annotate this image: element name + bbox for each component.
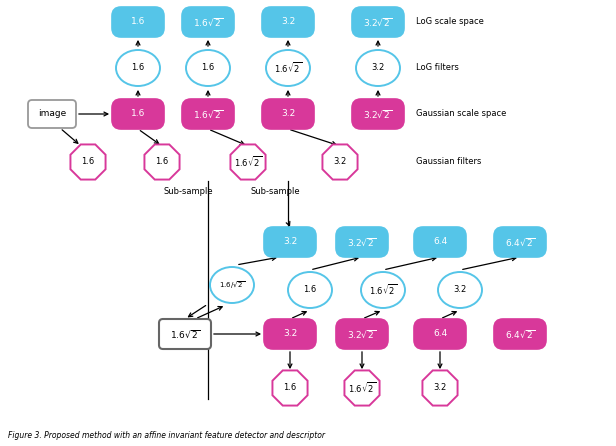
Text: $1.6/\sqrt{2}$: $1.6/\sqrt{2}$ (219, 279, 245, 291)
Text: 1.6: 1.6 (131, 17, 145, 26)
Text: $1.6\sqrt{2}$: $1.6\sqrt{2}$ (234, 155, 262, 169)
Text: Gaussian filters: Gaussian filters (416, 157, 481, 166)
Text: $3.2\sqrt{2}$: $3.2\sqrt{2}$ (363, 108, 393, 120)
FancyBboxPatch shape (494, 227, 546, 257)
Text: 3.2: 3.2 (281, 17, 295, 26)
Polygon shape (344, 371, 379, 405)
Text: Figure 3. Proposed method with an affine invariant feature detector and descript: Figure 3. Proposed method with an affine… (8, 430, 325, 439)
FancyBboxPatch shape (182, 7, 234, 37)
Text: $1.6\sqrt{2}$: $1.6\sqrt{2}$ (193, 16, 223, 28)
Text: 1.6: 1.6 (81, 157, 95, 166)
FancyBboxPatch shape (336, 227, 388, 257)
FancyBboxPatch shape (414, 319, 466, 349)
Ellipse shape (186, 50, 230, 86)
Text: 3.2: 3.2 (333, 157, 347, 166)
Text: 1.6: 1.6 (131, 63, 145, 73)
FancyBboxPatch shape (262, 7, 314, 37)
FancyBboxPatch shape (336, 319, 388, 349)
Text: $6.4\sqrt{2}$: $6.4\sqrt{2}$ (505, 328, 535, 340)
Ellipse shape (116, 50, 160, 86)
Text: 3.2: 3.2 (453, 285, 467, 294)
FancyBboxPatch shape (494, 319, 546, 349)
Text: 3.2: 3.2 (434, 384, 447, 392)
Text: 3.2: 3.2 (371, 63, 384, 73)
Text: LoG scale space: LoG scale space (416, 17, 484, 26)
FancyBboxPatch shape (352, 99, 404, 129)
Text: Sub-sample: Sub-sample (250, 187, 300, 197)
Text: 1.6: 1.6 (283, 384, 297, 392)
Text: 3.2: 3.2 (283, 330, 297, 339)
Text: $1.6\sqrt{2}$: $1.6\sqrt{2}$ (193, 108, 223, 120)
Text: 1.6: 1.6 (303, 285, 317, 294)
Text: Sub-sample: Sub-sample (163, 187, 213, 197)
Text: 3.2: 3.2 (283, 238, 297, 247)
Ellipse shape (438, 272, 482, 308)
FancyBboxPatch shape (414, 227, 466, 257)
Text: image: image (38, 110, 66, 119)
Text: $1.6\sqrt{2}$: $1.6\sqrt{2}$ (170, 328, 200, 340)
Text: $1.6\sqrt{2}$: $1.6\sqrt{2}$ (369, 283, 397, 297)
Polygon shape (144, 145, 179, 180)
Text: 3.2: 3.2 (281, 110, 295, 119)
Text: 1.6: 1.6 (201, 63, 214, 73)
Text: 1.6: 1.6 (131, 110, 145, 119)
FancyBboxPatch shape (182, 99, 234, 129)
Text: $1.6\sqrt{2}$: $1.6\sqrt{2}$ (274, 61, 302, 75)
FancyBboxPatch shape (262, 99, 314, 129)
Polygon shape (322, 145, 357, 180)
Ellipse shape (266, 50, 310, 86)
Ellipse shape (361, 272, 405, 308)
Text: LoG filters: LoG filters (416, 63, 459, 73)
Text: $3.2\sqrt{2}$: $3.2\sqrt{2}$ (347, 236, 377, 248)
Text: 1.6: 1.6 (155, 157, 169, 166)
Text: $6.4\sqrt{2}$: $6.4\sqrt{2}$ (505, 236, 535, 248)
Polygon shape (423, 371, 458, 405)
Text: 6.4: 6.4 (433, 238, 447, 247)
Polygon shape (230, 145, 265, 180)
Polygon shape (272, 371, 307, 405)
Ellipse shape (356, 50, 400, 86)
Text: $3.2\sqrt{2}$: $3.2\sqrt{2}$ (363, 16, 393, 28)
Text: $3.2\sqrt{2}$: $3.2\sqrt{2}$ (347, 328, 377, 340)
FancyBboxPatch shape (352, 7, 404, 37)
FancyBboxPatch shape (264, 227, 316, 257)
FancyBboxPatch shape (264, 319, 316, 349)
Ellipse shape (288, 272, 332, 308)
Text: $1.6\sqrt{2}$: $1.6\sqrt{2}$ (348, 381, 376, 395)
Ellipse shape (210, 267, 254, 303)
Text: 6.4: 6.4 (433, 330, 447, 339)
FancyBboxPatch shape (112, 7, 164, 37)
Polygon shape (70, 145, 105, 180)
Text: Gaussian scale space: Gaussian scale space (416, 110, 506, 119)
FancyBboxPatch shape (112, 99, 164, 129)
FancyBboxPatch shape (159, 319, 211, 349)
FancyBboxPatch shape (28, 100, 76, 128)
